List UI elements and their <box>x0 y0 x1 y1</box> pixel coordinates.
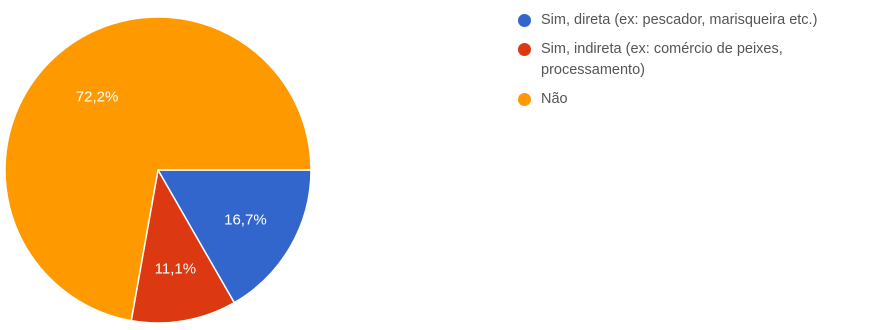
pie-slice-label-nao: 72,2% <box>76 88 119 105</box>
pie-slice-label-sim-direta: 16,7% <box>224 212 267 229</box>
legend-swatch-sim-direta <box>518 14 531 27</box>
pie-slice-sim-direta[interactable] <box>156 169 312 304</box>
legend-swatch-nao <box>518 93 531 106</box>
legend-item-sim-indireta[interactable]: Sim, indireta (ex: comércio de peixes, p… <box>518 39 878 81</box>
legend-label-sim-direta: Sim, direta (ex: pescador, marisqueira e… <box>541 12 818 28</box>
pie-slice-nao[interactable] <box>4 16 312 322</box>
chart-legend: Sim, direta (ex: pescador, marisqueira e… <box>518 10 878 118</box>
pie-slice-label-sim-indireta: 11,1% <box>155 260 196 277</box>
legend-item-sim-direta[interactable]: Sim, direta (ex: pescador, marisqueira e… <box>518 10 878 31</box>
legend-item-nao[interactable]: Não <box>518 89 878 110</box>
pie-slice-sim-indireta[interactable] <box>130 167 236 324</box>
legend-label-nao: Não <box>541 91 568 107</box>
legend-swatch-sim-indireta <box>518 43 531 56</box>
legend-label-sim-indireta: Sim, indireta (ex: comércio de peixes, p… <box>541 41 783 78</box>
